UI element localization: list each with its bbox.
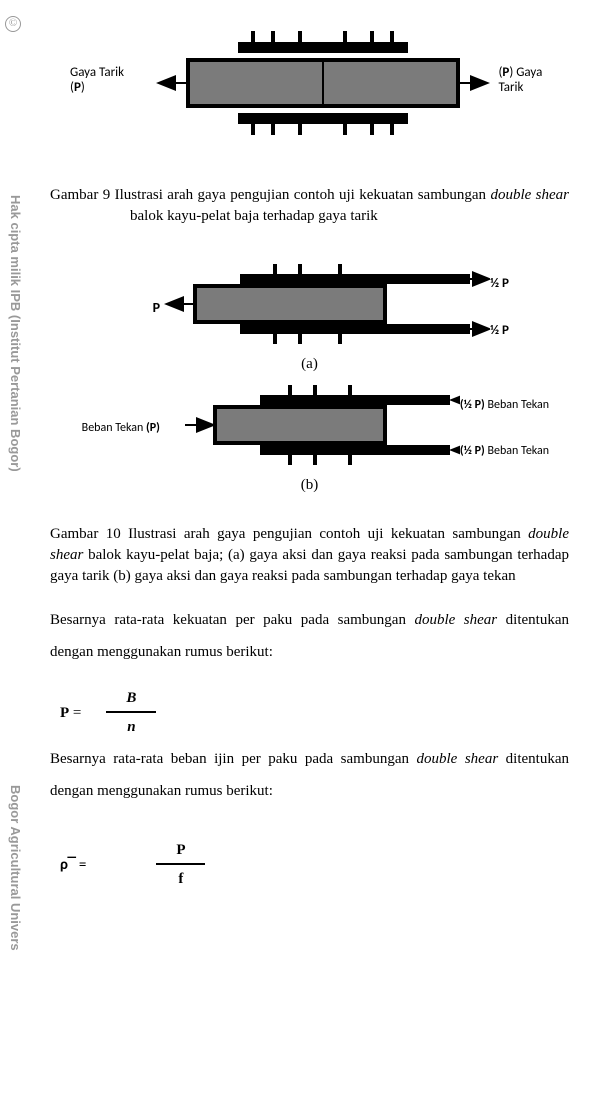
fig10b-right-bot: (½ P) Beban Tekan bbox=[460, 444, 549, 458]
para-text: Besarnya rata-rata beban ijin per paku p… bbox=[50, 751, 417, 767]
figure-10a: P ½ P ½ P bbox=[50, 262, 569, 352]
fig10b-svg bbox=[160, 383, 460, 473]
caption-tail: balok kayu-pelat baja terhadap gaya tari… bbox=[50, 208, 378, 224]
label-text: Beban Tekan bbox=[487, 444, 549, 458]
label-text: Beban Tekan bbox=[82, 421, 146, 435]
fig10a-svg bbox=[160, 262, 490, 352]
formula-eq: = bbox=[79, 856, 86, 874]
label-text: ) bbox=[81, 80, 85, 95]
fig9-svg bbox=[143, 20, 497, 140]
formula-denominator: f bbox=[178, 871, 183, 887]
fig10a-halfP-top: ½ P bbox=[490, 276, 509, 291]
formula-numerator: P bbox=[176, 842, 185, 858]
subfig-b-label: (b) bbox=[50, 477, 569, 494]
paragraph-2: Besarnya rata-rata beban ijin per paku p… bbox=[50, 744, 569, 807]
formula-1: P = B n bbox=[60, 690, 569, 736]
para-italic: double shear bbox=[417, 751, 499, 767]
fig10b-left-label: Beban Tekan (P) bbox=[70, 421, 160, 435]
formula-denominator: n bbox=[127, 719, 135, 735]
label-bold: (½ P) bbox=[460, 444, 488, 458]
paragraph-1: Besarnya rata-rata kekuatan per paku pad… bbox=[50, 605, 569, 668]
caption-tail: balok kayu-pelat baja; (a) gaya aksi dan… bbox=[50, 547, 569, 584]
formula-eq: = bbox=[69, 705, 81, 721]
formula-2: ρ‾ = P f bbox=[60, 842, 569, 888]
figure-9: Gaya Tarik (P) bbox=[70, 20, 569, 140]
figure-10b: Beban Tekan (P) (½ P) Beban Tekan (½ P) … bbox=[50, 383, 569, 473]
formula-numerator: B bbox=[126, 690, 136, 706]
subfig-a-label: (a) bbox=[50, 356, 569, 373]
para-text: Besarnya rata-rata kekuatan per paku pad… bbox=[50, 612, 414, 628]
para-italic: double shear bbox=[414, 612, 497, 628]
label-bold: P bbox=[74, 80, 81, 95]
caption-fig9: Gambar 9 Ilustrasi arah gaya pengujian c… bbox=[50, 185, 569, 227]
watermark-text-2: Bogor Agricultural Univers bbox=[8, 785, 23, 951]
label-bold: (½ P) bbox=[460, 398, 488, 412]
watermark-text-1: Hak cipta milik IPB (Institut Pertanian … bbox=[8, 195, 23, 472]
caption-head: Gambar 9 bbox=[50, 187, 115, 203]
watermark-copyright: © bbox=[5, 16, 21, 32]
caption-text: Ilustrasi arah gaya pengujian contoh uji… bbox=[115, 187, 491, 203]
fig10b-right-top: (½ P) Beban Tekan bbox=[460, 398, 549, 412]
caption-italic: double shear bbox=[490, 187, 569, 203]
caption-head: Gambar 10 bbox=[50, 526, 128, 542]
caption-fig10: Gambar 10 Ilustrasi arah gaya pengujian … bbox=[50, 524, 569, 587]
fig9-left-label: Gaya Tarik (P) bbox=[70, 65, 141, 95]
formula-lhs: ρ‾ bbox=[60, 856, 79, 874]
formula-lhs: P bbox=[60, 705, 69, 721]
label-bold: (P) bbox=[146, 421, 160, 435]
label-text: Beban Tekan bbox=[487, 398, 549, 412]
fig10a-P-label: P bbox=[110, 299, 160, 316]
fig10a-halfP-bot: ½ P bbox=[490, 323, 509, 338]
fig9-right-label: (P) Gaya Tarik bbox=[498, 65, 569, 95]
caption-text: Ilustrasi arah gaya pengujian contoh uji… bbox=[128, 526, 528, 542]
